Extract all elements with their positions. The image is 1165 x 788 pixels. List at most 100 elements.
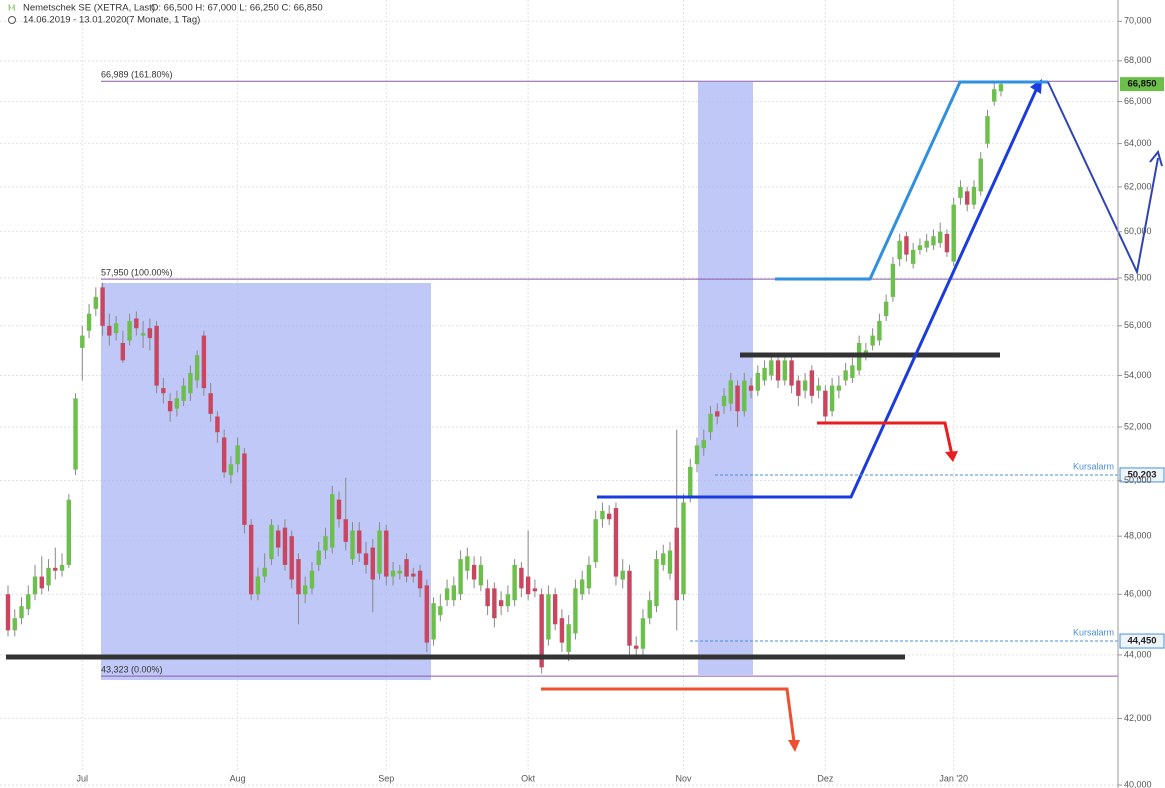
candle-body [73,398,78,470]
candle-body [39,576,44,589]
candle-body [802,380,808,391]
candle-body [5,594,11,631]
candle-body [120,342,126,361]
candle-body [451,585,457,601]
candle-body [269,524,274,560]
candle-body [816,385,821,391]
candle-body [458,559,463,595]
candle-body [661,553,666,565]
candle-body [384,530,389,577]
subtitle: 14.06.2019 - 13.01.2020 [23,15,127,26]
candle-body [971,186,977,205]
candle-body [86,313,92,331]
y-tick-label: 56,000 [1124,320,1152,330]
candle-body [532,588,538,592]
x-tick-label: Jul [77,773,89,783]
fib-label: 66,989 (161.80%) [101,70,173,80]
candle-body [235,445,240,465]
candle-body [566,624,571,652]
ohlc-text: O: 66,500 H: 67,000 L: 66,250 C: 66,850 [151,3,323,14]
candle-body [161,388,166,394]
candle-body [167,400,173,412]
candle-body [755,372,761,391]
candle-body [417,570,423,589]
down-line [817,421,954,456]
logo: Ⲙ [8,2,16,12]
candle-body [478,564,484,586]
candle-body [492,588,497,619]
candle-body [397,570,402,574]
x-tick-label: Dez [817,773,834,783]
candle-body [735,385,740,412]
alert-name: Kursalarm [1073,627,1114,637]
x-tick-label: Jan '20 [939,773,968,783]
candle-body [59,564,65,571]
down-line [541,687,796,743]
price-tag-label: 66,850 [1127,79,1156,90]
candle-body [924,240,929,248]
candle-body [363,553,369,565]
candle-body [221,437,227,473]
candle-body [282,527,288,565]
candle-body [26,594,31,610]
candle-body [113,323,119,334]
candle-body [640,618,646,649]
candle-body [276,530,281,548]
candle-body [134,318,139,329]
candle-body [215,416,220,433]
candle-body [998,84,1004,92]
price-tag [1120,77,1164,92]
candle-body [836,385,842,391]
candle-body [12,618,17,631]
candle-body [985,116,990,144]
candle-body [593,519,598,563]
candle-body [890,263,896,297]
candle-body [323,536,328,551]
candle-body [978,158,983,192]
x-tick-label: Sep [378,773,394,783]
candle-body [107,325,112,336]
x-tick-label: Nov [675,773,692,783]
candle-body [438,606,443,616]
candle-body [654,559,659,607]
candle-body [600,510,605,520]
candle-body [674,527,679,601]
candle-body [721,395,727,407]
candle-body [228,464,234,476]
candle-body [498,600,504,607]
candle-body [681,502,686,595]
y-tick-label: 48,000 [1124,531,1152,541]
y-tick-label: 64,000 [1124,138,1152,148]
candle-body [877,320,882,341]
candle-body [715,411,720,417]
candle-body [181,385,186,401]
period: (7 Monate, 1 Tag) [126,15,200,26]
candle-body [471,564,477,580]
candle-body [336,499,342,520]
trend-line [597,87,1039,499]
alerts: Kursalarm 50,203 Kursalarm 44,450 [690,461,1165,649]
candle-body [289,536,294,580]
y-tick-label: 54,000 [1124,370,1152,380]
candle-body [843,370,848,381]
candle-body [505,594,511,607]
candle-body [931,236,936,246]
candle-body [80,335,85,348]
fib-label: 57,950 (100.00%) [101,267,173,277]
candle-body [343,519,348,542]
candle-body [559,618,565,643]
candle-body [174,398,180,409]
candle-body [53,567,58,571]
candle-body [775,360,781,381]
candle-body [188,372,193,394]
candle-body [539,594,544,668]
candle-body [742,380,747,412]
x-tick-label: Okt [521,773,536,783]
y-tick-label: 40,000 [1124,779,1152,788]
candle-body [627,570,632,646]
candle-body [796,380,801,396]
candle-body [194,355,200,381]
candle-body [694,445,700,465]
projection-line [1047,81,1159,276]
candle-body [910,249,916,264]
